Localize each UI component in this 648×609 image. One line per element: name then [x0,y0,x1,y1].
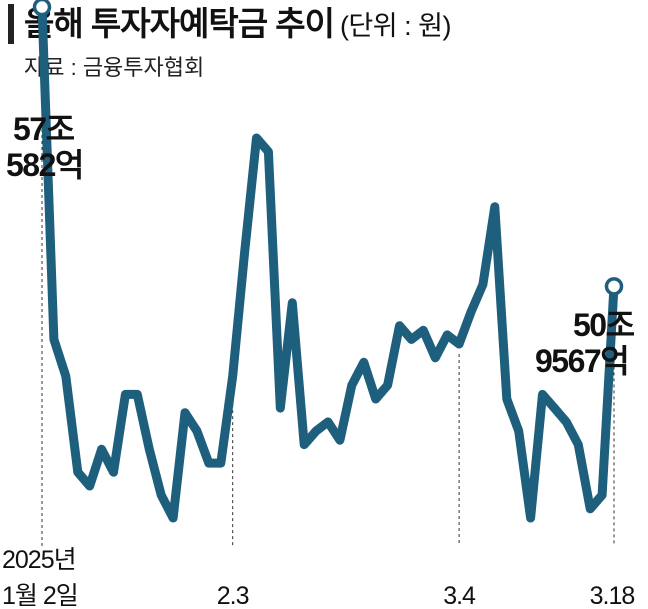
tick-guide-lines [41,21,615,546]
x-tick-label-start-line1: 2025년 [2,546,76,574]
end-annotation-line1: 50조 [573,307,635,343]
title-text: 올해 투자자예탁금 추이 [24,5,335,42]
source-label: 자료 : 금융투자협회 [24,55,205,80]
end-point-marker [604,277,624,296]
title-accent-bar [8,4,14,44]
value-annotations: 57조 582억 50조 9567억 [6,111,636,379]
x-tick-label-start-line2: 1월 2일 [2,582,78,609]
data-points [40,5,616,520]
series-line [37,2,619,523]
end-annotation-line2: 9567억 [535,343,628,379]
x-tick-labels: 2025년 1월 2일 2.3 3.4 3.18 [2,546,635,609]
x-tick-label: 3.4 [443,582,476,609]
start-point-marker [32,0,52,17]
unit-label: (단위 : 원) [339,11,452,41]
endpoint-markers [32,0,624,296]
start-annotation-line2: 582억 [6,147,83,183]
chart-title: 올해 투자자예탁금 추이 (단위 : 원) [24,2,451,48]
x-tick-label: 3.18 [590,582,635,609]
x-tick-label: 2.3 [217,582,249,609]
start-annotation-line1: 57조 [13,111,75,147]
